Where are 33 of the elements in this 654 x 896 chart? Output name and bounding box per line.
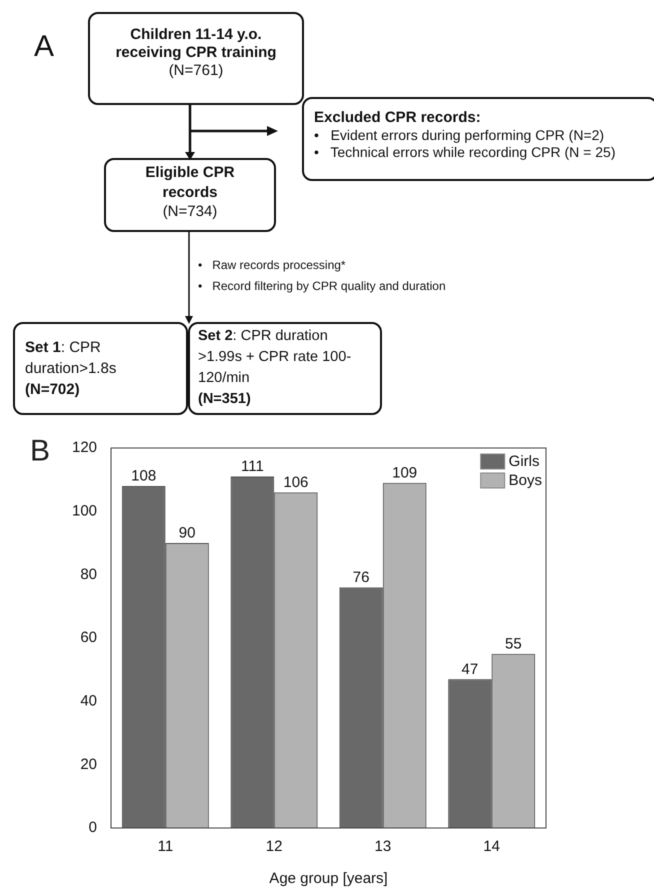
y-tick-label: 40 (80, 692, 98, 710)
text: Children 11-14 y.o. receiving CPR training (116, 26, 276, 61)
data-label: 55 (505, 635, 522, 652)
data-label: 108 (131, 468, 156, 485)
y-tick-label: 20 (80, 756, 98, 773)
y-tick-label: 100 (72, 502, 98, 520)
data-label: 106 (283, 474, 308, 491)
data-label: 47 (462, 660, 478, 678)
x-tick-label: 13 (374, 838, 392, 856)
text: B (30, 434, 50, 468)
text: Excluded CPR records: (314, 109, 481, 126)
y-tick-label: 0 (88, 819, 98, 836)
data-label: 76 (352, 568, 370, 586)
text: Set 1: CPR duration>1.8s (25, 339, 116, 377)
x-axis-title: Age group [years] (269, 870, 388, 888)
text: (N=351) (198, 391, 251, 408)
data-label: 109 (392, 464, 418, 482)
x-tick-label: 14 (483, 838, 500, 856)
y-tick-label: 120 (72, 439, 98, 456)
data-label: 111 (240, 458, 264, 476)
text: • Technical errors while recording CPR (N = 25) (314, 144, 616, 161)
data-label: 90 (178, 524, 196, 542)
x-tick-label: 12 (266, 838, 282, 856)
text: A (34, 30, 54, 64)
x-tick-label: 11 (158, 838, 174, 856)
text: (N=702) (25, 381, 80, 398)
y-tick-label: 60 (80, 629, 98, 646)
text: (N=761) (168, 62, 224, 79)
legend-label: Boys (508, 472, 542, 490)
text: • Evident errors during performing CPR (N=2) (314, 127, 606, 144)
text: Set 2: CPR duration >1.99s + CPR rate 100-120/min (198, 328, 352, 386)
legend-label: Girls (508, 453, 540, 470)
y-tick-label: 80 (80, 566, 98, 583)
